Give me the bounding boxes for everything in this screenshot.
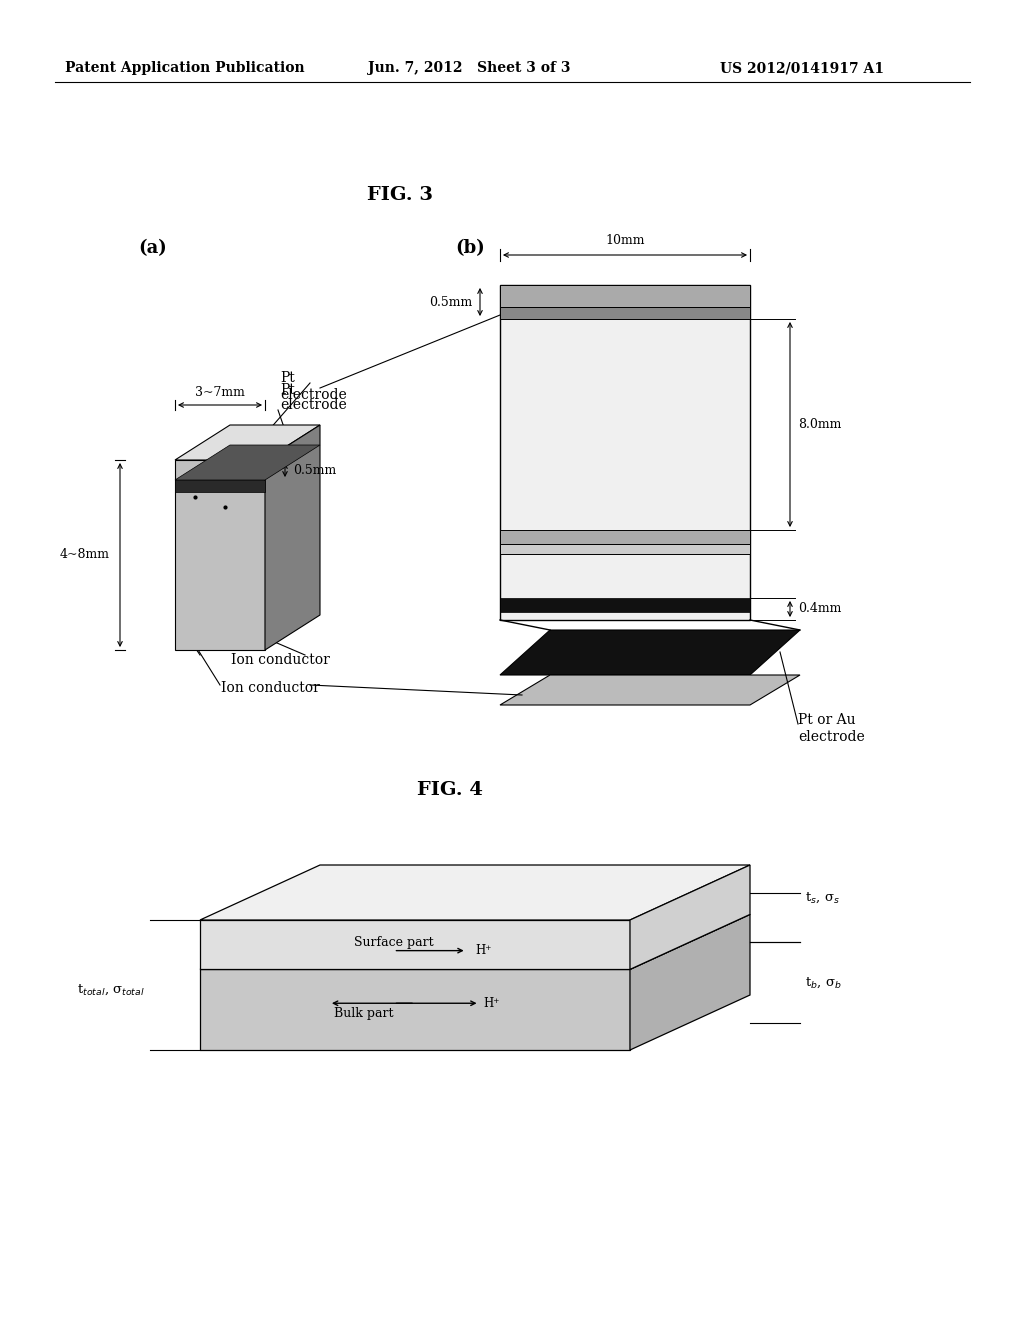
Text: electrode: electrode bbox=[280, 399, 347, 412]
Text: t$_b$, σ$_b$: t$_b$, σ$_b$ bbox=[805, 975, 842, 990]
Polygon shape bbox=[265, 425, 319, 649]
Text: electrode: electrode bbox=[798, 730, 864, 744]
Polygon shape bbox=[175, 459, 265, 649]
Polygon shape bbox=[200, 969, 630, 1049]
Text: H⁺: H⁺ bbox=[475, 944, 492, 957]
Polygon shape bbox=[500, 544, 750, 554]
Polygon shape bbox=[175, 480, 265, 492]
Text: H⁺: H⁺ bbox=[483, 997, 500, 1010]
Polygon shape bbox=[175, 425, 319, 459]
Polygon shape bbox=[175, 445, 319, 480]
Text: 3~7mm: 3~7mm bbox=[195, 387, 245, 400]
Polygon shape bbox=[500, 308, 750, 319]
Polygon shape bbox=[500, 675, 800, 705]
Text: Pt: Pt bbox=[280, 383, 295, 397]
Text: Ion conductor: Ion conductor bbox=[230, 653, 330, 667]
Text: t$_{total}$, σ$_{total}$: t$_{total}$, σ$_{total}$ bbox=[77, 983, 145, 997]
Polygon shape bbox=[500, 285, 750, 620]
Text: t$_s$, σ$_s$: t$_s$, σ$_s$ bbox=[805, 891, 840, 906]
Text: FIG. 4: FIG. 4 bbox=[417, 781, 483, 799]
Polygon shape bbox=[200, 920, 630, 969]
Text: electrode: electrode bbox=[280, 388, 347, 403]
Polygon shape bbox=[630, 915, 750, 1049]
Polygon shape bbox=[200, 865, 750, 920]
Text: US 2012/0141917 A1: US 2012/0141917 A1 bbox=[720, 61, 884, 75]
Text: 8.0mm: 8.0mm bbox=[798, 417, 842, 430]
Text: Bulk part: Bulk part bbox=[334, 1007, 393, 1020]
Text: (a): (a) bbox=[138, 239, 167, 257]
Text: Jun. 7, 2012   Sheet 3 of 3: Jun. 7, 2012 Sheet 3 of 3 bbox=[368, 61, 570, 75]
Text: Pt: Pt bbox=[280, 371, 295, 385]
Polygon shape bbox=[500, 630, 800, 675]
Text: Patent Application Publication: Patent Application Publication bbox=[65, 61, 304, 75]
Polygon shape bbox=[500, 531, 750, 544]
Polygon shape bbox=[500, 598, 750, 612]
Text: Ion conductor: Ion conductor bbox=[220, 681, 319, 696]
Text: 10mm: 10mm bbox=[605, 235, 645, 248]
Text: 4~8mm: 4~8mm bbox=[60, 549, 110, 561]
Text: Pt or Au: Pt or Au bbox=[798, 713, 856, 727]
Text: 0.5mm: 0.5mm bbox=[293, 463, 336, 477]
Text: Surface part: Surface part bbox=[353, 936, 433, 949]
Text: 0.4mm: 0.4mm bbox=[798, 602, 842, 615]
Text: (b): (b) bbox=[455, 239, 484, 257]
Polygon shape bbox=[630, 865, 750, 969]
Polygon shape bbox=[500, 285, 750, 308]
Text: 0.5mm: 0.5mm bbox=[429, 296, 472, 309]
Text: FIG. 3: FIG. 3 bbox=[367, 186, 433, 205]
Polygon shape bbox=[200, 915, 750, 969]
